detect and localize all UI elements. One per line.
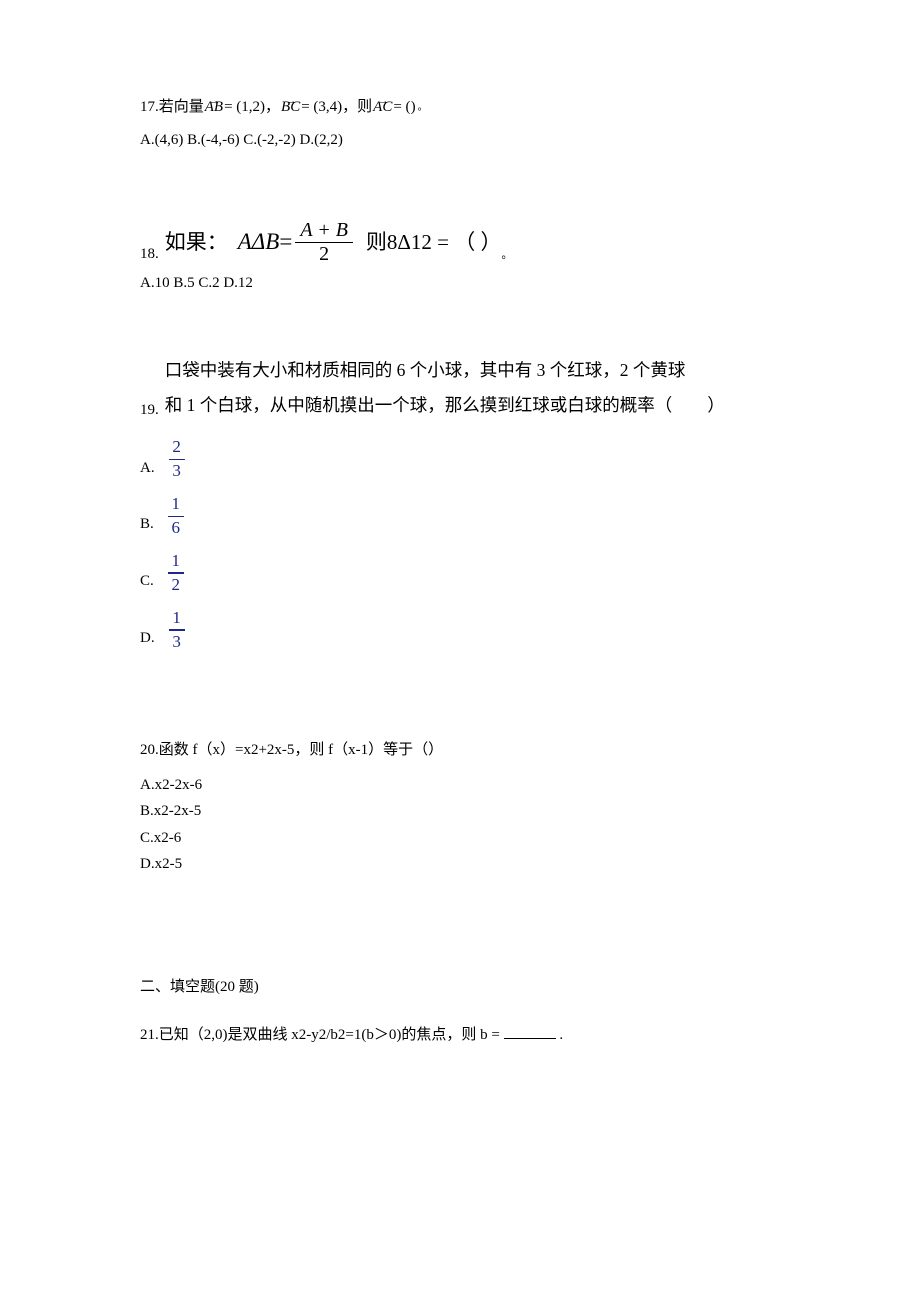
frac-bar — [168, 516, 184, 517]
vector-ab: → AB — [205, 96, 223, 119]
q19-number: 19. — [140, 399, 159, 425]
q18-rhs: 8Δ12 = （ ） — [387, 227, 502, 259]
q20-option-c: C.x2-6 — [140, 827, 780, 850]
q18-if: 如果： — [165, 227, 228, 259]
frac-den: 3 — [172, 633, 181, 652]
option-letter: B. — [140, 513, 154, 538]
q18-number: 18. — [140, 243, 159, 267]
q18-period: 。 — [502, 247, 513, 267]
q20-option-a: A.x2-2x-6 — [140, 774, 780, 797]
arrow-icon: → — [205, 93, 223, 110]
q17-eq3: = ( — [393, 96, 410, 119]
option-letter: A. — [140, 457, 155, 482]
q19-option-d: D. 1 3 — [140, 609, 780, 652]
section-fill-blank: 二、填空题(20 题) 21.已知（2,0)是双曲线 x2-y2/b2=1(b＞… — [140, 976, 780, 1047]
q21-prefix: 21.已知（2,0)是双曲线 x2-y2/b2=1(b＞0)的焦点，则 b = — [140, 1027, 500, 1043]
q20-option-d: D.x2-5 — [140, 853, 780, 876]
q20-options: A.x2-2x-6 B.x2-2x-5 C.x2-6 D.x2-5 — [140, 774, 780, 876]
q21-suffix: . — [559, 1027, 563, 1043]
blank-line — [504, 1025, 556, 1039]
q19-option-a: A. 2 3 — [140, 438, 780, 481]
q17-eq4: ) — [411, 96, 416, 119]
q18-options: A.10 B.5 C.2 D.12 — [140, 272, 780, 295]
q18-stem: 18. 如果： AΔB = A + B 2 则 8Δ12 = （ ） 。 — [140, 219, 780, 266]
vector-ac: → AC — [373, 96, 392, 119]
q17-number: 17. — [140, 96, 159, 119]
formula-lhs: AΔB — [238, 225, 280, 260]
question-18: 18. 如果： AΔB = A + B 2 则 8Δ12 = （ ） 。 A.1… — [140, 219, 780, 295]
frac-den: 3 — [172, 462, 181, 481]
section-title: 二、填空题(20 题) — [140, 976, 780, 999]
q18-formula: AΔB = A + B 2 — [238, 219, 356, 266]
q19-text: 口袋中装有大小和材质相同的 6 个小球，其中有 3 个红球，2 个黄球 和 1 … — [165, 353, 725, 425]
q19-stem: 19. 口袋中装有大小和材质相同的 6 个小球，其中有 3 个红球，2 个黄球 … — [140, 353, 780, 425]
option-letter: C. — [140, 570, 154, 595]
question-20: 20.函数 f（x）=x2+2x-5，则 f（x-1）等于（） A.x2-2x-… — [140, 739, 780, 876]
q19-line2: 和 1 个白球，从中随机摸出一个球，那么摸到红球或白球的概率（ ） — [165, 388, 725, 424]
frac-den: 2 — [172, 576, 181, 595]
q17-prefix: 若向量 — [159, 96, 204, 119]
frac-bar — [169, 459, 185, 460]
frac-num: 2 — [172, 438, 181, 457]
arrow-icon: → — [373, 93, 392, 110]
fraction-icon: 1 3 — [169, 609, 185, 652]
q18-then: 则 — [366, 227, 387, 259]
fraction-icon: 1 2 — [168, 552, 184, 595]
frac-num: 1 — [172, 552, 181, 571]
frac-bar — [168, 572, 184, 573]
formula-eq: = — [279, 225, 292, 260]
q19-line1: 口袋中装有大小和材质相同的 6 个小球，其中有 3 个红球，2 个黄球 — [165, 353, 725, 389]
q19-option-c: C. 1 2 — [140, 552, 780, 595]
q18-body: 如果： AΔB = A + B 2 则 8Δ12 = （ ） 。 — [165, 219, 513, 266]
q17-options: A.(4,6) B.(-4,-6) C.(-2,-2) D.(2,2) — [140, 129, 780, 152]
frac-num: 1 — [172, 495, 181, 514]
fraction-icon: 1 6 — [168, 495, 184, 538]
question-17: 17. 若向量 → AB = (1,2)， → BC = (3,4)，则 → A… — [140, 96, 780, 151]
q17-eq1: = (1,2)， — [224, 96, 280, 119]
frac-numerator: A + B — [295, 219, 353, 243]
question-21: 21.已知（2,0)是双曲线 x2-y2/b2=1(b＞0)的焦点，则 b = … — [140, 1024, 780, 1047]
fraction: A + B 2 — [295, 219, 353, 266]
vector-bc: → BC — [281, 96, 300, 119]
q17-period: 。 — [418, 100, 428, 115]
arrow-icon: → — [281, 93, 300, 110]
q17-stem: 17. 若向量 → AB = (1,2)， → BC = (3,4)，则 → A… — [140, 96, 780, 119]
fraction-icon: 2 3 — [169, 438, 185, 481]
frac-den: 6 — [172, 519, 181, 538]
q20-option-b: B.x2-2x-5 — [140, 800, 780, 823]
frac-bar — [169, 629, 185, 630]
q20-stem: 20.函数 f（x）=x2+2x-5，则 f（x-1）等于（） — [140, 739, 780, 762]
question-19: 19. 口袋中装有大小和材质相同的 6 个小球，其中有 3 个红球，2 个黄球 … — [140, 353, 780, 652]
q17-eq2: = (3,4)，则 — [301, 96, 372, 119]
option-letter: D. — [140, 627, 155, 652]
frac-num: 1 — [172, 609, 181, 628]
q19-option-b: B. 1 6 — [140, 495, 780, 538]
frac-denominator: 2 — [314, 243, 334, 266]
